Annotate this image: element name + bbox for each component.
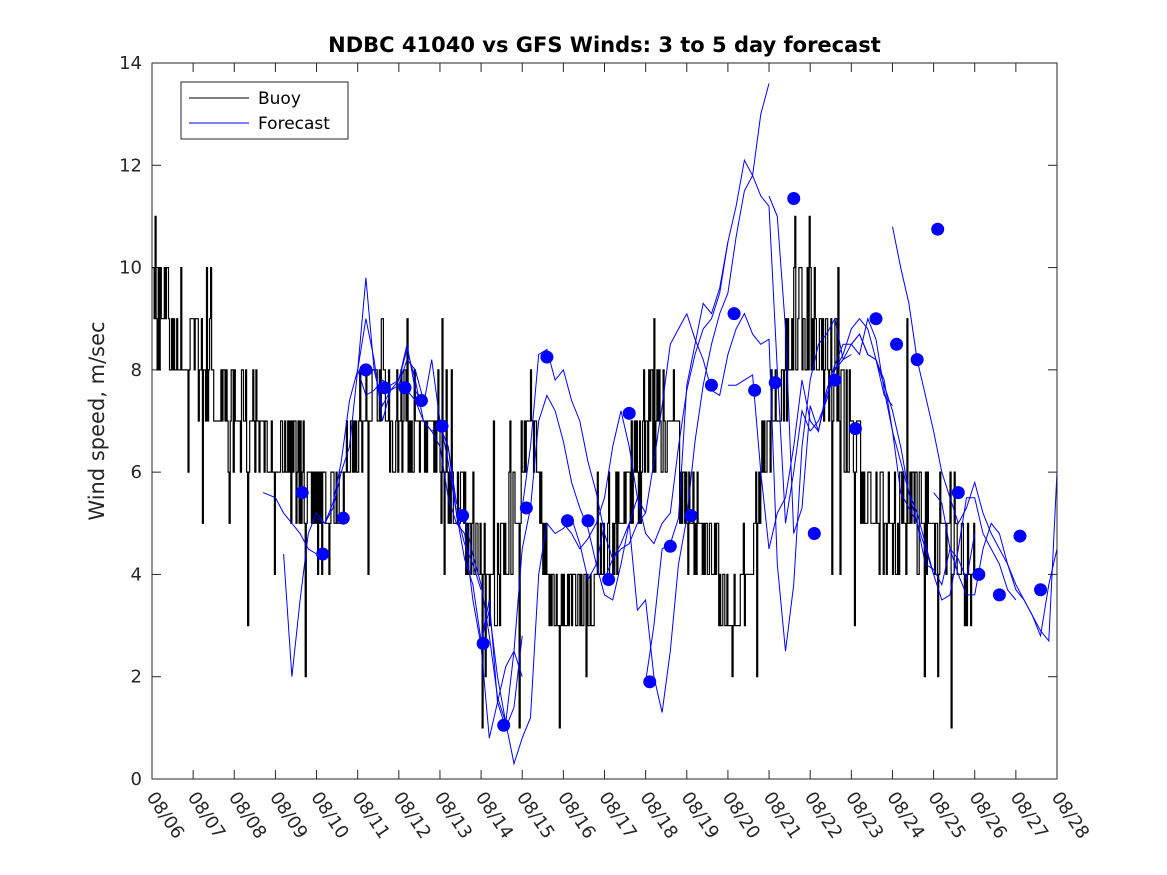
- forecast-marker: [602, 573, 616, 587]
- forecast-marker: [704, 378, 718, 392]
- forecast-line-17: [933, 492, 1058, 638]
- forecast-line-14: [809, 333, 976, 587]
- y-tick-label: 10: [119, 258, 142, 279]
- forecast-marker: [869, 312, 883, 326]
- forecast-marker: [476, 636, 490, 650]
- forecast-marker: [377, 381, 391, 395]
- forecast-line-6: [480, 394, 647, 723]
- forecast-marker: [336, 511, 350, 525]
- y-axis-label: Wind speed, m/sec: [85, 321, 109, 520]
- forecast-line-4: [398, 384, 523, 730]
- forecast-marker: [828, 373, 842, 387]
- forecast-marker: [414, 394, 428, 408]
- forecast-line-0: [262, 492, 317, 555]
- forecast-marker: [931, 222, 945, 236]
- forecast-marker: [848, 422, 862, 436]
- chart-title: NDBC 41040 vs GFS Winds: 3 to 5 day fore…: [328, 33, 881, 57]
- forecast-marker: [560, 514, 574, 528]
- forecast-marker: [622, 406, 636, 420]
- forecast-line-15: [850, 333, 1017, 601]
- forecast-marker: [951, 486, 965, 500]
- forecast-marker: [748, 383, 762, 397]
- forecast-marker: [663, 539, 677, 553]
- forecast-line-1: [283, 277, 424, 677]
- y-tick-label: 8: [131, 360, 142, 381]
- forecast-marker: [684, 509, 698, 523]
- forecast-series: [262, 83, 1058, 766]
- forecast-marker: [910, 353, 924, 367]
- forecast-marker: [581, 514, 595, 528]
- y-tick-label: 14: [119, 53, 142, 74]
- forecast-marker: [1034, 583, 1048, 597]
- forecast-marker: [972, 567, 986, 581]
- forecast-markers: [295, 192, 1048, 732]
- y-tick-label: 0: [131, 769, 142, 790]
- forecast-marker: [295, 486, 309, 500]
- forecast-marker: [992, 588, 1006, 602]
- forecast-line-5: [439, 425, 605, 766]
- legend: Buoy Forecast: [180, 81, 349, 140]
- forecast-line-10: [645, 158, 811, 682]
- forecast-line-11: [686, 312, 852, 652]
- y-tick-label: 4: [131, 564, 142, 585]
- forecast-marker: [768, 376, 782, 390]
- forecast-marker: [1013, 529, 1027, 543]
- forecast-marker: [435, 419, 449, 433]
- forecast-marker: [643, 675, 657, 689]
- forecast-marker: [890, 337, 904, 351]
- forecast-marker: [497, 718, 511, 732]
- forecast-marker: [787, 192, 801, 206]
- legend-box: [180, 81, 349, 140]
- forecast-marker: [456, 509, 470, 523]
- forecast-marker: [359, 363, 373, 377]
- forecast-marker: [807, 527, 821, 541]
- forecast-marker: [727, 307, 741, 321]
- forecast-marker: [398, 381, 412, 395]
- legend-forecast-label: Forecast: [258, 114, 330, 134]
- forecast-line-12: [727, 317, 893, 550]
- plot-frame: [151, 62, 1058, 780]
- forecast-marker: [540, 350, 554, 364]
- y-tick-label: 12: [119, 155, 142, 176]
- y-tick-labels: 0 2 4 6 8 10 12 14: [119, 53, 142, 790]
- forecast-marker: [316, 547, 330, 561]
- forecast-marker: [519, 501, 533, 515]
- y-tick-label: 2: [131, 667, 142, 688]
- y-tick-label: 6: [131, 462, 142, 483]
- forecast-line-8: [563, 241, 729, 550]
- legend-buoy-label: Buoy: [258, 89, 301, 109]
